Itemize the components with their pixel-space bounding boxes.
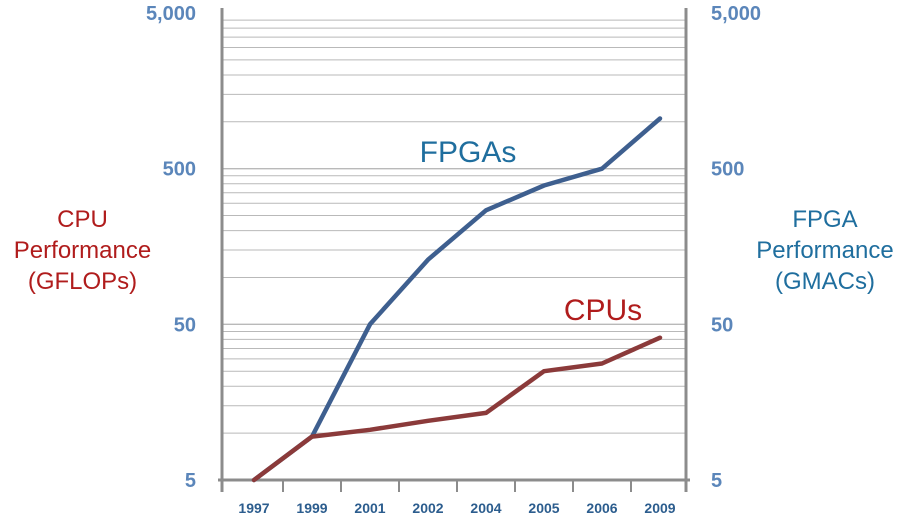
x-tick-label: 1999 [296,500,327,516]
right-axis-title-line-1: FPGA [792,206,858,233]
left-y-tick-label: 50 [174,314,196,336]
left-y-tick-label: 5 [185,470,196,492]
right-y-tick-label: 50 [711,314,733,336]
gridlines [222,19,686,434]
left-axis-title-line-1: CPU [57,206,108,233]
x-tick-label: 2002 [412,500,443,516]
series-label-fpgas: FPGAs [420,136,517,169]
left-y-tick-label: 5,000 [146,3,196,25]
right-y-tick-label: 5 [711,470,722,492]
series-label-cpus: CPUs [564,294,642,327]
right-y-tick-label: 500 [711,159,744,181]
x-tick-label: 2006 [586,500,617,516]
left-y-tick-labels: 5,000 500 50 5 [146,3,196,492]
axes [218,8,690,492]
right-axis-title-line-2: Performance [756,237,894,264]
series-line-fpgas [251,116,663,483]
right-axis-title: FPGA Performance (GMACs) [742,204,908,297]
left-axis-title-line-3: (GFLOPs) [27,268,138,295]
series-line-cpus [251,335,663,483]
left-axis-title: CPU Performance (GFLOPs) [0,204,165,297]
right-y-tick-labels: 5,000 500 50 5 [711,3,761,492]
x-tick-label: 2009 [644,500,675,516]
right-axis-title-line-3: (GMACs) [775,268,875,295]
x-tick-label: 2004 [470,500,501,516]
right-y-tick-label: 5,000 [711,3,761,25]
x-tick-labels: 1997 1999 2001 2002 2004 2005 2006 2009 [238,500,675,516]
series-lines [251,116,663,483]
series-labels: FPGAs CPUs [420,136,643,327]
x-tick-label: 2005 [528,500,559,516]
left-axis-title-line-2: Performance [13,237,152,264]
left-y-tick-label: 500 [163,159,196,181]
x-tick-label: 2001 [354,500,385,516]
x-tick-label: 1997 [238,500,269,516]
